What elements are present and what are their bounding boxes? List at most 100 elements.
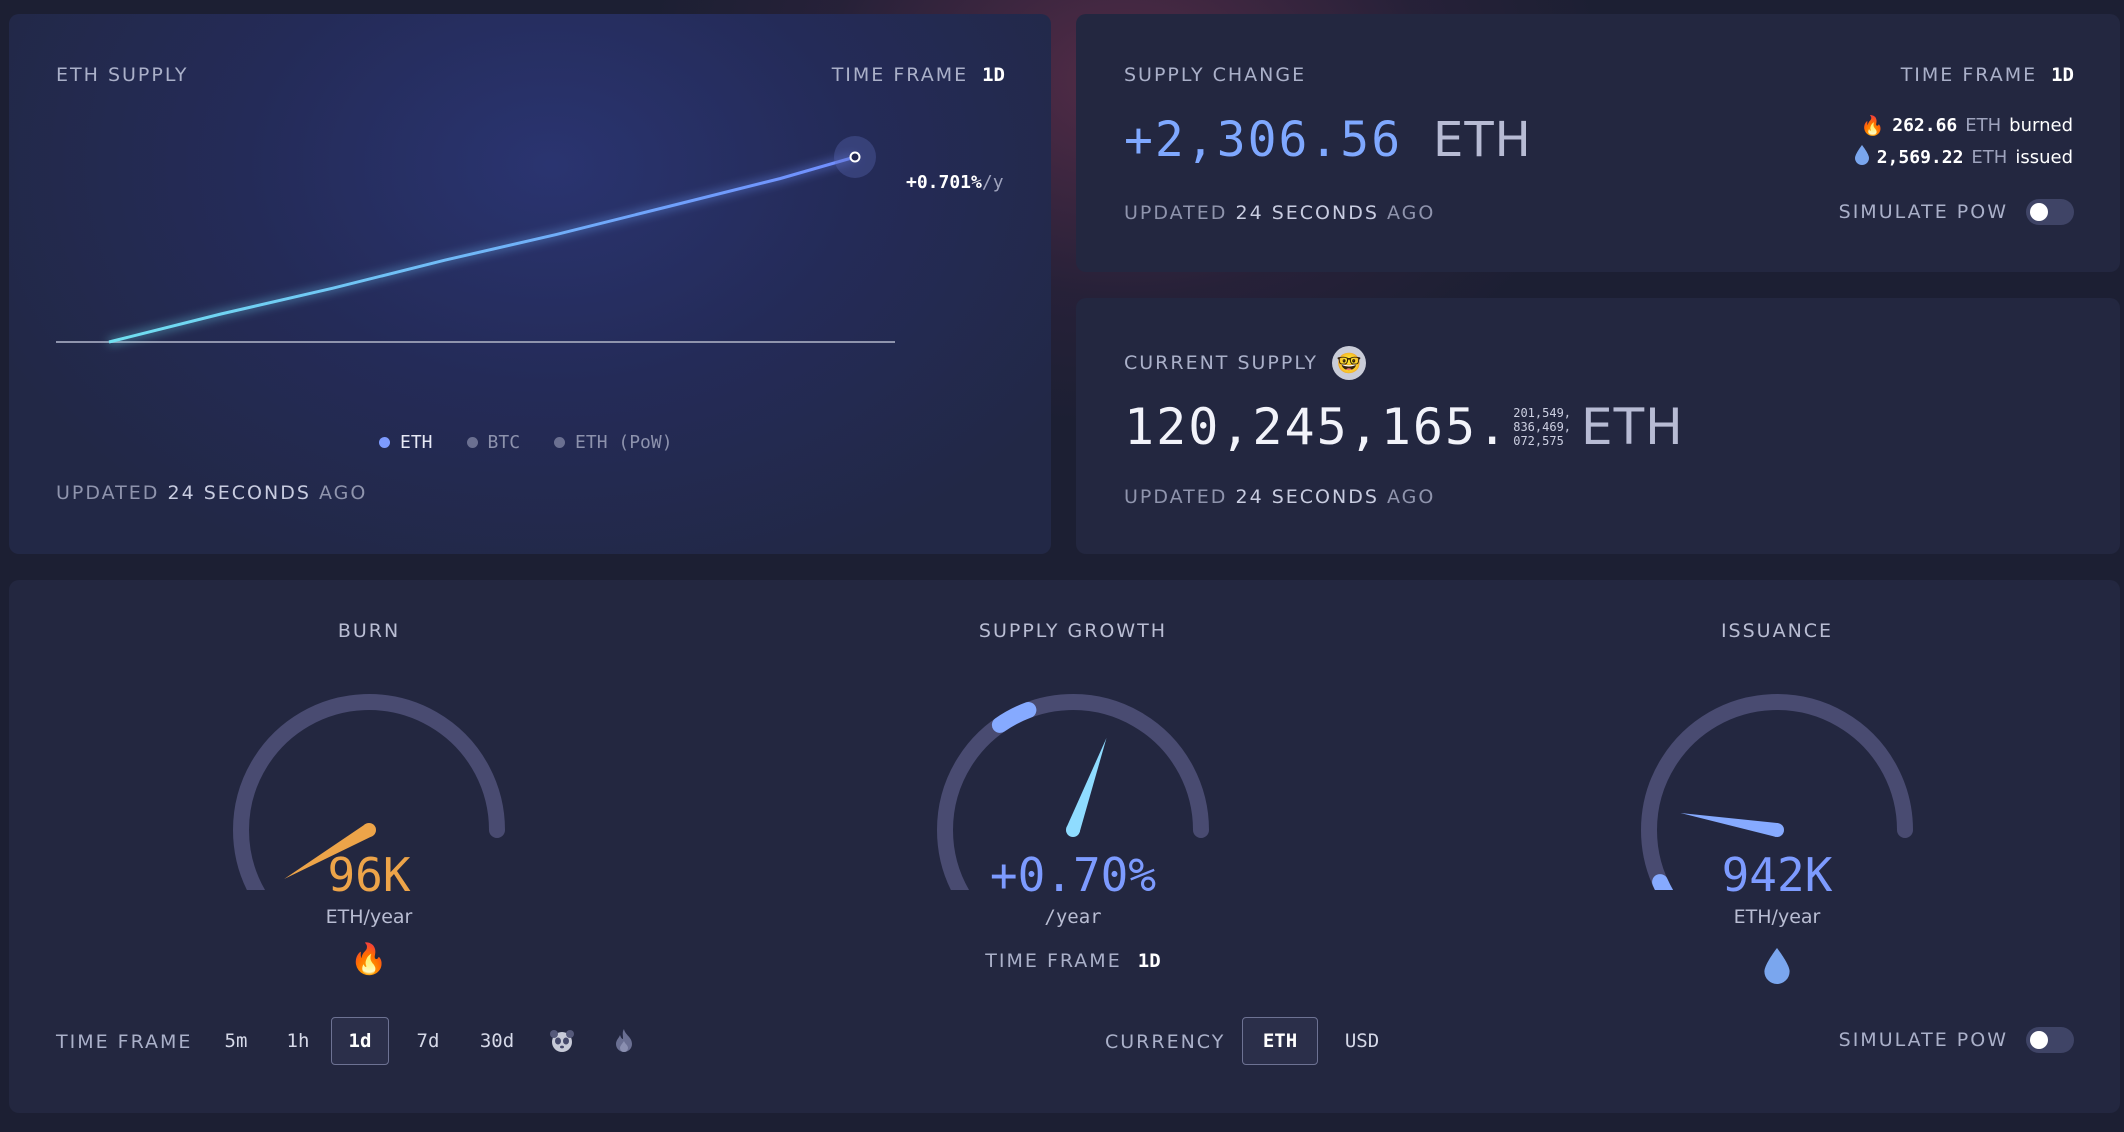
legend-label: ETH xyxy=(400,432,433,453)
current-supply-title: CURRENT SUPPLY xyxy=(1124,352,1318,374)
droplet-icon xyxy=(1763,948,1791,988)
timeframe-30d-button[interactable]: 30d xyxy=(479,1030,515,1052)
supply-change-card: SUPPLY CHANGE TIME FRAME 1d +2,306.56 ET… xyxy=(1076,14,2120,272)
burned-line: 🔥 262.66 ETH burned xyxy=(1855,114,2073,137)
current-supply-header: CURRENT SUPPLY 🤓 xyxy=(1124,346,1366,380)
chart-series-eth xyxy=(108,155,856,344)
eth-supply-title: ETH SUPPLY xyxy=(56,64,189,86)
simulate-pow-toggle[interactable] xyxy=(2026,199,2074,225)
eth-supply-card: ETH SUPPLY TIME FRAME 1d +0.701%/y ETH B… xyxy=(9,14,1051,554)
flame-icon[interactable] xyxy=(609,1026,639,1056)
simulate-pow-control: SIMULATE PoW xyxy=(1839,199,2074,225)
issued-unit: ETH xyxy=(1971,147,2008,168)
updated-suffix: AGO xyxy=(1386,486,1436,508)
supply-change-title: SUPPLY CHANGE xyxy=(1124,64,1307,86)
burned-label: burned xyxy=(2009,115,2073,136)
gauges-card: BURN 96K ETH/year 🔥 SUPPLY GROWTH +0.70%… xyxy=(9,580,2120,1113)
growth-gauge-unit: /year xyxy=(1044,906,1102,928)
gauge-needle xyxy=(1066,737,1107,833)
timeframe-1d-button[interactable]: 1d xyxy=(331,1017,389,1065)
issuance-gauge-unit: ETH/year xyxy=(1733,906,1821,928)
supply-decimals: 201,549, 836,469, 072,575 xyxy=(1513,406,1571,448)
growth-gauge-title: SUPPLY GROWTH xyxy=(978,620,1168,642)
burned-value: 262.66 xyxy=(1892,115,1958,136)
simulate-pow-control: SIMULATE PoW xyxy=(1839,1027,2074,1053)
timeframe-value: 1d xyxy=(1137,950,1161,972)
currency-usd-button[interactable]: USD xyxy=(1344,1030,1380,1052)
currency-label: CURRENCY xyxy=(1105,1031,1226,1053)
legend-dot xyxy=(379,437,390,448)
legend-item-eth[interactable]: ETH xyxy=(379,432,433,453)
flame-icon: 🔥 xyxy=(1860,115,1885,137)
issuance-gauge-value: 942K xyxy=(1721,848,1833,902)
updated-prefix: UPDATED xyxy=(1124,486,1228,508)
legend-label: BTC xyxy=(487,432,521,453)
supply-change-timeframe[interactable]: TIME FRAME 1d xyxy=(1901,64,2074,86)
current-supply-card: CURRENT SUPPLY 🤓 120,245,165. 201,549, 8… xyxy=(1076,298,2120,554)
updated-value: 24 SECONDS xyxy=(167,482,311,504)
timeframe-label: TIME FRAME xyxy=(1900,64,2038,86)
gauge-fill xyxy=(991,702,1037,733)
current-supply-value: 120,245,165. 201,549, 836,469, 072,575 E… xyxy=(1124,398,1684,456)
currency-eth-button[interactable]: ETH xyxy=(1242,1017,1318,1065)
updated-prefix: UPDATED xyxy=(1124,202,1228,224)
burn-issue-breakdown: 🔥 262.66 ETH burned 2,569.22 ETH issued xyxy=(1854,114,2073,170)
toggle-knob xyxy=(2030,203,2048,221)
decimals-line: 836,469, xyxy=(1513,420,1572,434)
eth-supply-chart xyxy=(56,135,895,344)
burn-gauge: BURN 96K ETH/year 🔥 xyxy=(219,620,519,977)
chart-legend: ETH BTC ETH (PoW) xyxy=(379,432,673,453)
timeframe-5m-button[interactable]: 5m xyxy=(224,1030,248,1052)
updated-suffix: AGO xyxy=(318,482,368,504)
toggle-knob xyxy=(2030,1031,2048,1049)
gauge-track xyxy=(233,694,505,890)
supply-change-updated: UPDATED 24 SECONDS AGO xyxy=(1124,202,1435,224)
eth-supply-timeframe[interactable]: TIME FRAME 1d xyxy=(832,64,1005,86)
gauge-needle xyxy=(1680,812,1779,837)
growth-timeframe[interactable]: TIME FRAME 1d xyxy=(923,950,1223,972)
decimals-line: 201,549, xyxy=(1513,406,1572,420)
gauge-needle-hub xyxy=(362,823,376,837)
issuance-gauge-dial xyxy=(1641,694,1913,890)
droplet-icon xyxy=(1854,145,1869,170)
burn-gauge-unit: ETH/year xyxy=(325,906,413,928)
issuance-gauge-title: ISSUANCE xyxy=(1720,620,1834,642)
updated-prefix: UPDATED xyxy=(56,482,160,504)
timeframe-7d-button[interactable]: 7d xyxy=(416,1030,440,1052)
simulate-pow-toggle[interactable] xyxy=(2026,1027,2074,1053)
gauge-needle-hub xyxy=(1770,823,1784,837)
timeframe-label: TIME FRAME xyxy=(56,1031,193,1053)
timeframe-1h-button[interactable]: 1h xyxy=(286,1030,310,1052)
updated-value: 24 SECONDS xyxy=(1235,202,1379,224)
timeframe-value: 1d xyxy=(982,64,1005,86)
supply-growth-gauge: SUPPLY GROWTH +0.70% /year TIME FRAME 1d xyxy=(923,620,1223,972)
updated-value: 24 SECONDS xyxy=(1235,486,1379,508)
supply-change-unit: ETH xyxy=(1433,112,1532,168)
legend-item-eth-pow[interactable]: ETH (PoW) xyxy=(554,432,673,453)
simulate-pow-label: SIMULATE PoW xyxy=(1838,201,2008,223)
nerd-face-icon: 🤓 xyxy=(1332,346,1366,380)
chart-endpoint-label: +0.701%/y xyxy=(906,172,1004,193)
flame-icon: 🔥 xyxy=(350,942,388,977)
eth-supply-updated: UPDATED 24 SECONDS AGO xyxy=(56,482,367,504)
supply-unit: ETH xyxy=(1581,398,1684,456)
panda-icon[interactable] xyxy=(547,1026,577,1056)
legend-dot xyxy=(554,437,566,448)
decimals-line: 072,575 xyxy=(1513,434,1564,448)
supply-change-number: +2,306.56 xyxy=(1124,112,1403,168)
legend-dot xyxy=(466,437,478,448)
burned-unit: ETH xyxy=(1965,115,2002,136)
simulate-pow-label: SIMULATE PoW xyxy=(1838,1029,2008,1051)
supply-integer: 120,245,165. xyxy=(1124,398,1510,456)
endpoint-suffix: /y xyxy=(981,172,1004,193)
gauge-fill xyxy=(1652,874,1674,890)
legend-item-btc[interactable]: BTC xyxy=(466,432,521,453)
timeframe-label: TIME FRAME xyxy=(985,950,1122,972)
timeframe-value: 1d xyxy=(2051,64,2074,86)
burn-gauge-title: BURN xyxy=(337,620,401,642)
legend-label: ETH (PoW) xyxy=(575,432,673,453)
gauge-needle-hub xyxy=(1066,823,1080,837)
endpoint-percent: +0.701% xyxy=(906,172,982,193)
supply-change-value: +2,306.56 ETH xyxy=(1124,112,1532,168)
burn-gauge-dial xyxy=(233,694,505,890)
